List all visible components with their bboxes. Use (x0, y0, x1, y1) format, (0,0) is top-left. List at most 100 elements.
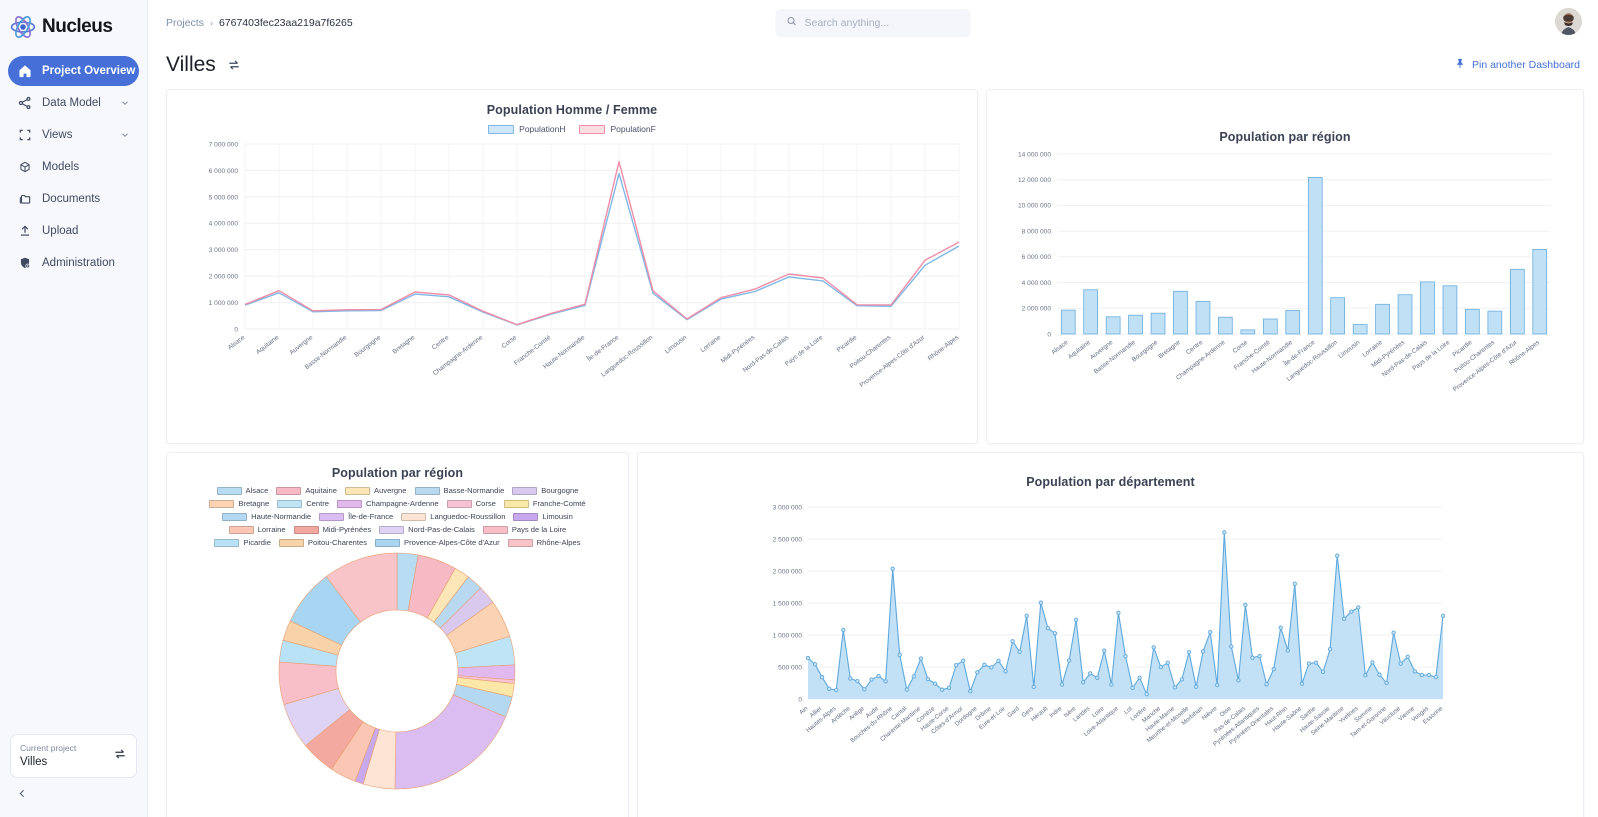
legend-item[interactable]: PopulationH (488, 124, 565, 134)
pie-legend-swatch (216, 486, 242, 495)
svg-text:Centre: Centre (431, 334, 451, 352)
pie-legend-swatch (512, 486, 538, 495)
chevron-down-icon[interactable] (120, 98, 130, 108)
shield-gear-icon (17, 256, 32, 271)
pie-legend-label: Languedoc-Roussillon (430, 512, 506, 521)
svg-text:1 500 000: 1 500 000 (773, 600, 803, 607)
svg-text:Provence-Alpes-Côte d'Azur: Provence-Alpes-Côte d'Azur (859, 334, 927, 390)
sidebar-item-data-model[interactable]: Data Model (8, 88, 139, 118)
legend-item[interactable]: PopulationF (579, 124, 656, 134)
pie-legend-item[interactable]: Haute-Normandie (222, 512, 311, 521)
sidebar-item-administration[interactable]: Administration (8, 248, 139, 278)
pie-legend-item[interactable]: Aquitaine (276, 486, 337, 495)
sidebar-item-upload[interactable]: Upload (8, 216, 139, 246)
svg-text:Rhône-Alpes: Rhône-Alpes (927, 334, 960, 362)
sidebar-item-views[interactable]: Views (8, 120, 139, 150)
pie-legend-item[interactable]: Limousin (513, 512, 573, 521)
pie-legend-item[interactable]: Pays de la Loire (482, 525, 566, 534)
svg-text:7 000 000: 7 000 000 (209, 141, 239, 148)
pie-legend-swatch (277, 499, 303, 508)
legend-swatch (579, 124, 606, 134)
sidebar-item-label: Data Model (42, 97, 101, 109)
pie-legend-item[interactable]: Basse-Normandie (414, 486, 505, 495)
pie-legend-swatch (379, 525, 405, 534)
pie-legend-item[interactable]: Languedoc-Roussillon (401, 512, 505, 521)
sidebar-footer: Current project Villes (0, 734, 147, 817)
pie-legend-item[interactable]: Bourgogne (512, 486, 578, 495)
pie-legend-item[interactable]: Midi-Pyrénées (293, 525, 371, 534)
pie-legend-swatch (209, 499, 235, 508)
pie-legend: Alsace Aquitaine Auvergne Basse-Normandie Bo… (188, 480, 608, 547)
pie-legend-label: Haute-Normandie (251, 512, 312, 521)
breadcrumb-projects-link[interactable]: Projects (166, 16, 204, 29)
sidebar-collapse-row (10, 778, 137, 811)
svg-text:12 000 000: 12 000 000 (1018, 177, 1051, 184)
chart-canvas-bar: 0 2 000 000 4 000 000 6 000 000 8 000 000 10 … (987, 144, 1583, 424)
sidebar-nav: Project Overview Data Model (0, 56, 147, 278)
chart-title: Population Homme / Femme (486, 103, 658, 117)
current-project-value: Villes (20, 756, 48, 768)
search-icon (786, 14, 798, 32)
cube-icon (17, 160, 32, 175)
sidebar-item-documents[interactable]: Documents (8, 184, 139, 214)
pie-legend-item[interactable]: Provence-Alpes-Côte d'Azur (375, 538, 500, 547)
sidebar-item-label: Project Overview (42, 65, 136, 77)
pie-legend-item[interactable]: Rhône-Alpes (507, 538, 581, 547)
pie-legend-label: Picardie (243, 538, 271, 547)
search-bar[interactable] (775, 8, 971, 37)
pie-legend-item[interactable]: Nord-Pas-de-Calais (379, 525, 475, 534)
chevron-down-icon[interactable] (120, 130, 130, 140)
svg-text:Midi-Pyrénées: Midi-Pyrénées (720, 334, 756, 365)
svg-text:Lot: Lot (1123, 705, 1134, 716)
pie-legend-label: Champagne-Ardenne (365, 499, 439, 508)
current-project-label: Current project (20, 743, 77, 753)
svg-text:Centre: Centre (1185, 339, 1205, 356)
pie-legend-swatch (345, 486, 370, 495)
svg-text:1 000 000: 1 000 000 (773, 632, 803, 639)
title-row: Villes Pin another Dashboard (148, 45, 1598, 85)
chart-legend: PopulationH PopulationF (167, 124, 977, 134)
brand[interactable]: Nucleus (0, 0, 147, 50)
chart-title: Population par région (331, 466, 464, 480)
svg-text:500 000: 500 000 (778, 664, 802, 671)
pie-legend-label: Basse-Normandie (443, 486, 505, 495)
chart-title: Population par région (1219, 130, 1351, 144)
svg-text:2 000 000: 2 000 000 (209, 274, 239, 281)
sidebar-item-models[interactable]: Models (8, 152, 139, 182)
atom-logo-icon (10, 14, 36, 40)
chevron-left-icon[interactable] (16, 787, 29, 804)
pie-legend-item[interactable]: Auvergne (345, 486, 407, 495)
pie-legend-swatch (276, 486, 302, 495)
pie-legend-item[interactable]: Centre (277, 499, 329, 508)
pie-legend-item[interactable]: Bretagne (209, 499, 269, 508)
pie-legend-swatch (503, 499, 529, 508)
current-project-card[interactable]: Current project Villes (10, 734, 137, 778)
svg-text:Limousin: Limousin (1337, 339, 1362, 360)
search-input[interactable] (804, 16, 961, 29)
pie-legend-item[interactable]: Champagne-Ardenne (336, 499, 439, 508)
swap-arrows-icon[interactable] (113, 747, 127, 766)
pie-legend-label: Bretagne (238, 499, 270, 508)
pin-another-dashboard-label: Pin another Dashboard (1472, 59, 1580, 71)
pie-legend-item[interactable]: Poitou-Charentes (278, 538, 367, 547)
pie-legend-item[interactable]: Franche-Comté (503, 499, 586, 508)
svg-text:Ariège: Ariège (848, 705, 866, 722)
swap-arrows-icon[interactable] (227, 58, 241, 72)
sidebar-item-label: Views (42, 129, 73, 141)
svg-text:3 000 000: 3 000 000 (209, 247, 239, 254)
pie-legend-item[interactable]: Corse (446, 499, 496, 508)
sidebar: Nucleus Project Overview Data Model (0, 0, 148, 817)
pie-legend-item[interactable]: Île-de-France (319, 512, 393, 521)
pie-legend-label: Auvergne (374, 486, 407, 495)
svg-text:5 000 000: 5 000 000 (209, 194, 239, 201)
sidebar-item-project-overview[interactable]: Project Overview (8, 56, 139, 86)
pie-legend-item[interactable]: Lorraine (228, 525, 286, 534)
svg-text:6 000 000: 6 000 000 (209, 168, 239, 175)
pie-legend-item[interactable]: Picardie (214, 538, 271, 547)
pie-legend-item[interactable]: Alsace (216, 486, 268, 495)
breadcrumb-current: 6767403fec23aa219a7f6265 (218, 16, 353, 29)
avatar[interactable] (1555, 8, 1582, 35)
svg-text:Aquitaine: Aquitaine (255, 334, 281, 356)
pin-another-dashboard-button[interactable]: Pin another Dashboard (1455, 58, 1580, 72)
